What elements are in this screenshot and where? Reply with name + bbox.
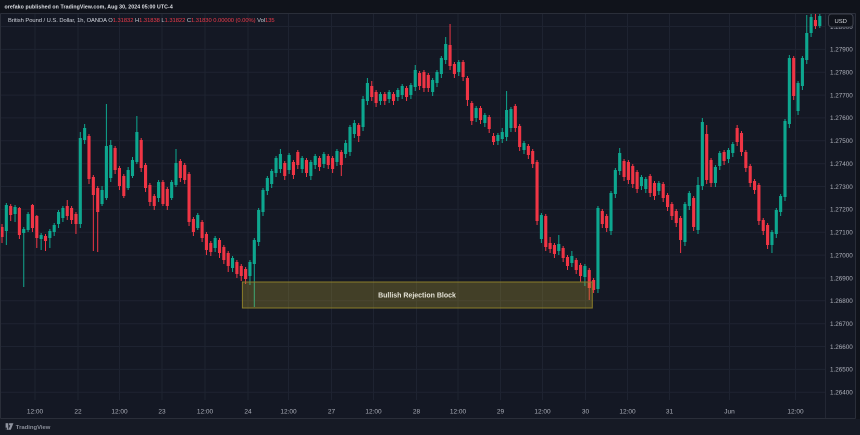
- svg-text:Bullish Rejection Block: Bullish Rejection Block: [378, 293, 456, 300]
- svg-text:1.26900: 1.26900: [830, 275, 853, 282]
- svg-text:1.27000: 1.27000: [830, 252, 853, 259]
- svg-text:1.27800: 1.27800: [830, 70, 853, 77]
- svg-text:12:00: 12:00: [280, 409, 297, 416]
- svg-text:29: 29: [497, 409, 505, 416]
- svg-text:31: 31: [666, 409, 674, 416]
- svg-text:12:00: 12:00: [619, 409, 636, 416]
- svg-text:orefako published on TradingVi: orefako published on TradingView.com, Au…: [5, 5, 173, 11]
- svg-text:27: 27: [328, 409, 336, 416]
- svg-text:12:00: 12:00: [27, 409, 44, 416]
- svg-text:12:00: 12:00: [111, 409, 128, 416]
- svg-text:1.27200: 1.27200: [830, 207, 853, 214]
- svg-text:12:00: 12:00: [197, 409, 214, 416]
- svg-text:1.27900: 1.27900: [830, 47, 853, 54]
- svg-text:30: 30: [582, 409, 590, 416]
- svg-text:12:00: 12:00: [450, 409, 467, 416]
- svg-text:28: 28: [413, 409, 421, 416]
- svg-text:Jun: Jun: [724, 409, 735, 416]
- svg-text:1.26700: 1.26700: [830, 321, 853, 328]
- svg-text:1.26600: 1.26600: [830, 344, 853, 351]
- svg-text:1.27600: 1.27600: [830, 115, 853, 122]
- svg-text:12:00: 12:00: [534, 409, 551, 416]
- svg-text:22: 22: [74, 409, 82, 416]
- svg-text:British Pound / U.S. Dollar, 1: British Pound / U.S. Dollar, 1h, OANDA O…: [8, 18, 275, 24]
- svg-text:1.26400: 1.26400: [830, 390, 853, 397]
- svg-text:12:00: 12:00: [787, 409, 804, 416]
- svg-text:TradingView: TradingView: [16, 425, 51, 431]
- svg-text:USD: USD: [834, 19, 846, 25]
- svg-text:1.27500: 1.27500: [830, 138, 853, 145]
- svg-text:1.26500: 1.26500: [830, 367, 853, 374]
- svg-text:1.27400: 1.27400: [830, 161, 853, 168]
- svg-text:23: 23: [158, 409, 166, 416]
- svg-text:1.26800: 1.26800: [830, 298, 853, 305]
- svg-text:1.27700: 1.27700: [830, 92, 853, 99]
- svg-text:1.27300: 1.27300: [830, 184, 853, 191]
- svg-text:1.27100: 1.27100: [830, 230, 853, 237]
- svg-text:12:00: 12:00: [365, 409, 382, 416]
- svg-text:24: 24: [244, 409, 252, 416]
